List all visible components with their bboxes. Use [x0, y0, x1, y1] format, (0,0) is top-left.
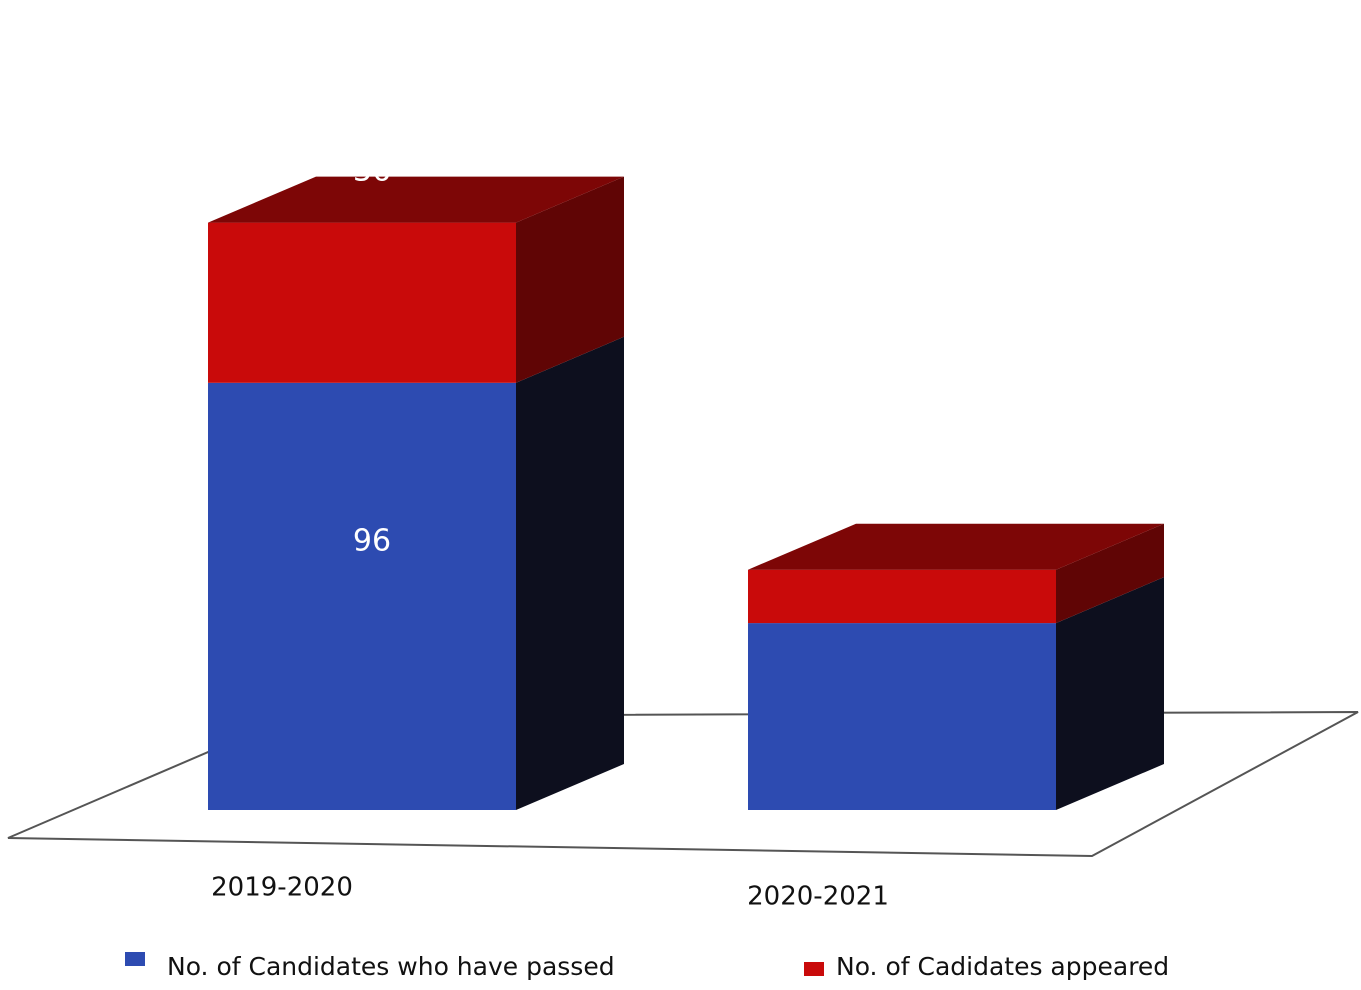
- bar-front-face: [748, 569, 1056, 624]
- data-label: 12: [893, 139, 931, 174]
- bar-side-face: [516, 336, 624, 810]
- bar-group-2020-2021: 4212: [748, 139, 1164, 810]
- bar-front-face: [748, 623, 1056, 810]
- legend-swatch: [804, 962, 824, 976]
- bar-top-face: [748, 523, 1164, 570]
- bar-group-2019-2020: 96 36: [208, 154, 624, 810]
- bar-side-face: [516, 176, 624, 383]
- bar-top-face: [208, 176, 624, 223]
- data-label: 36: [353, 154, 391, 189]
- bars: 96 36 4212: [208, 139, 1164, 810]
- legend-label: No. of Cadidates appeared: [836, 952, 1169, 981]
- legend-item-no-of-cadidates-appeared: No. of Cadidates appeared: [804, 952, 1169, 981]
- bar-front-face: [208, 222, 516, 383]
- bar-segment-no-of-cadidates-appeared-2019-2020: 36: [208, 154, 624, 383]
- legend-item-no-of-candidates-who-have-passed: No. of Candidates who have passed: [125, 952, 615, 981]
- legend: No. of Candidates who have passed No. of …: [125, 952, 1169, 981]
- category-label-2020-2021: 2020-2021: [747, 882, 889, 912]
- bar-side-face: [1056, 577, 1164, 810]
- legend-swatch: [125, 952, 145, 966]
- bar-segment-no-of-cadidates-appeared-2020-2021: 12: [748, 139, 1164, 624]
- bar-side-face: [1056, 523, 1164, 624]
- category-label-2019-2020: 2019-2020: [211, 873, 353, 903]
- legend-label: No. of Candidates who have passed: [167, 952, 615, 981]
- data-label: 96: [353, 524, 391, 559]
- category-labels: 2019-2020 2020-2021: [211, 873, 889, 912]
- bar-segment-no-of-candidates-who-have-passed-2019-2020: 96: [208, 336, 624, 810]
- bar-front-face: [208, 382, 516, 810]
